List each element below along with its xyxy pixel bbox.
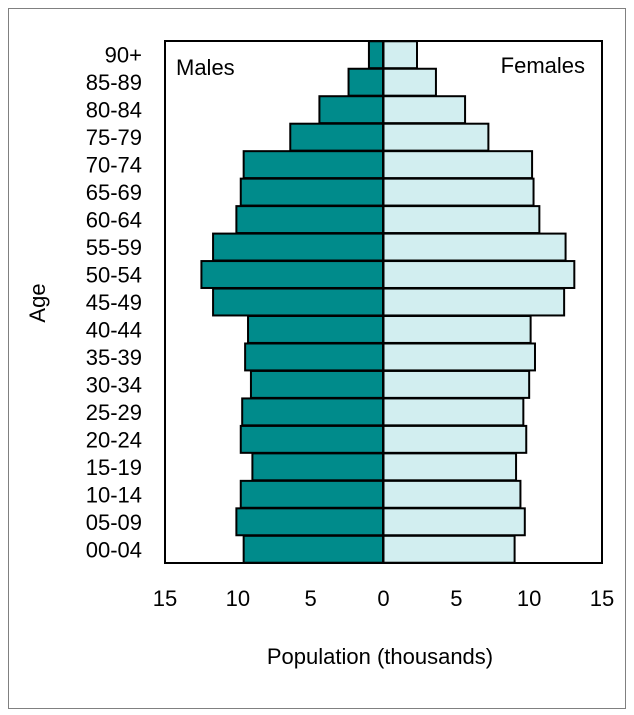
y-tick-label: 15-19: [86, 455, 142, 480]
y-tick-label: 65-69: [86, 180, 142, 205]
y-tick-label: 85-89: [86, 70, 142, 95]
y-tick-label: 75-79: [86, 125, 142, 150]
bar-females-30-34: [382, 369, 531, 399]
bar-males-30-34: [249, 369, 385, 399]
y-tick-label: 30-34: [86, 372, 142, 397]
y-tick-label: 05-09: [86, 510, 142, 535]
y-tick-label: 80-84: [86, 98, 142, 123]
bar-females-10-14: [382, 479, 522, 509]
x-tick-label: 5: [450, 586, 462, 611]
bar-females-25-29: [382, 397, 525, 427]
bar-males-70-74: [242, 150, 385, 180]
bar-males-00-04: [242, 534, 385, 564]
bar-females-65-69: [382, 177, 535, 207]
bar-males-40-44: [247, 315, 385, 344]
bar-males-15-19: [251, 452, 385, 482]
y-tick-label: 45-49: [86, 290, 142, 315]
bar-females-00-04: [382, 534, 516, 564]
bar-males-50-54: [200, 260, 385, 289]
bar-females-35-39: [382, 342, 536, 372]
bar-males-90+: [367, 40, 385, 70]
y-tick-label: 50-54: [86, 263, 142, 288]
bar-females-90+: [382, 40, 418, 70]
bar-males-60-64: [235, 205, 385, 235]
bar-males-80-84: [318, 95, 385, 125]
y-tick-label: 70-74: [86, 153, 142, 178]
bar-females-55-59: [382, 232, 567, 262]
bar-females-45-49: [382, 287, 566, 317]
bar-females-20-24: [382, 424, 528, 454]
bar-females-80-84: [382, 95, 467, 125]
x-tick-label: 5: [305, 586, 317, 611]
bar-males-65-69: [239, 177, 385, 207]
bar-males-55-59: [212, 232, 385, 262]
y-tick-label: 40-44: [86, 317, 142, 342]
bar-males-85-89: [347, 67, 385, 97]
y-tick-label: 25-29: [86, 400, 142, 425]
y-tick-label: 35-39: [86, 345, 142, 370]
x-tick-label: 10: [517, 586, 541, 611]
legend-females-label: Females: [501, 53, 585, 78]
bar-females-85-89: [382, 67, 437, 97]
bar-males-45-49: [212, 287, 385, 317]
bar-females-50-54: [382, 260, 576, 289]
x-tick-label: 10: [226, 586, 250, 611]
bar-males-05-09: [235, 507, 385, 537]
x-tick-label: 15: [590, 586, 614, 611]
x-tick-label: 15: [153, 586, 177, 611]
bar-males-75-79: [289, 122, 385, 152]
y-tick-label: 55-59: [86, 235, 142, 260]
bar-females-75-79: [382, 122, 490, 152]
bar-males-10-14: [239, 479, 385, 509]
legend-males-label: Males: [176, 55, 235, 80]
x-axis-title: Population (thousands): [267, 644, 493, 669]
x-tick-labels: 15 10 5 0 5 10 15: [153, 586, 614, 611]
y-tick-label: 60-64: [86, 208, 142, 233]
y-tick-label: 00-04: [86, 537, 142, 562]
bar-males-35-39: [244, 342, 385, 372]
bar-females-05-09: [382, 507, 526, 537]
y-tick-label: 20-24: [86, 427, 142, 452]
bar-females-70-74: [382, 150, 534, 180]
y-tick-label: 10-14: [86, 482, 142, 507]
bar-males-25-29: [241, 397, 385, 427]
bar-females-60-64: [382, 205, 541, 235]
bar-females-15-19: [382, 452, 518, 482]
bar-males-20-24: [239, 424, 385, 454]
y-axis-title: Age: [25, 283, 50, 322]
bar-females-40-44: [382, 315, 532, 344]
y-tick-label: 90+: [105, 43, 142, 68]
x-tick-label: 0: [377, 586, 389, 611]
